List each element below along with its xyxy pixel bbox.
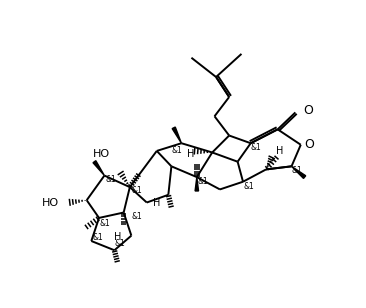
Text: &1: &1 [171, 146, 182, 156]
Text: &1: &1 [251, 143, 261, 152]
Text: H: H [153, 197, 160, 208]
Text: HO: HO [93, 149, 110, 159]
Text: HO: HO [42, 197, 59, 208]
Text: &1: &1 [131, 186, 142, 196]
Polygon shape [292, 166, 306, 178]
Text: &1: &1 [244, 182, 254, 191]
Text: &1: &1 [198, 177, 208, 186]
Text: &1: &1 [292, 166, 302, 176]
Text: O: O [303, 103, 313, 117]
Text: O: O [304, 138, 314, 151]
Polygon shape [172, 127, 182, 143]
Text: H: H [114, 232, 121, 242]
Text: H: H [276, 146, 284, 156]
Text: &1: &1 [131, 212, 142, 221]
Polygon shape [195, 177, 198, 191]
Text: &1: &1 [93, 233, 104, 242]
Text: &1: &1 [105, 175, 116, 184]
Text: H: H [187, 149, 194, 159]
Text: &1: &1 [115, 239, 125, 248]
Polygon shape [93, 161, 104, 176]
Text: &1: &1 [99, 219, 110, 228]
